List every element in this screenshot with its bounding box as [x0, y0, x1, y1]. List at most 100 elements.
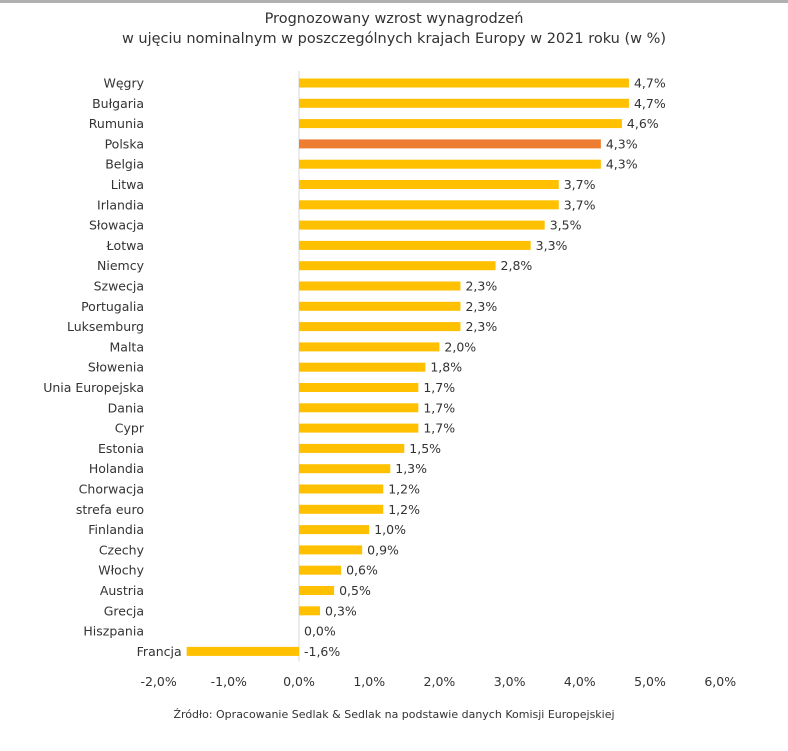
bar-16 — [299, 403, 419, 413]
category-label: Finlandia — [88, 522, 144, 537]
value-label: 4,7% — [634, 96, 666, 111]
category-label: Litwa — [111, 177, 144, 192]
bar-4 — [299, 159, 601, 169]
category-label: Holandia — [89, 461, 144, 476]
x-tick-label: 5,0% — [634, 674, 666, 689]
bar-15 — [299, 383, 419, 392]
x-tick-label: 4,0% — [564, 674, 596, 689]
category-label: Luksemburg — [67, 319, 144, 334]
value-label: 2,3% — [465, 279, 497, 294]
value-label: 1,3% — [395, 461, 427, 476]
x-tick-label: 2,0% — [424, 674, 456, 689]
x-tick-label: 1,0% — [353, 674, 385, 689]
bar-12 — [299, 322, 461, 332]
chart-title: Prognozowany wzrost wynagrodzeń — [264, 11, 524, 27]
value-label: 1,5% — [409, 441, 441, 456]
category-label: Unia Europejska — [43, 380, 144, 395]
category-label: Francja — [137, 644, 182, 659]
value-label: 2,3% — [465, 319, 497, 334]
value-label: 1,7% — [423, 380, 455, 395]
value-label: 4,3% — [606, 136, 638, 151]
value-label: 1,0% — [374, 522, 406, 537]
bar-26 — [299, 606, 321, 616]
value-label: 4,7% — [634, 76, 666, 91]
source-note: Źródło: Opracowanie Sedlak & Sedlak na p… — [173, 708, 615, 721]
value-label: 1,8% — [430, 360, 462, 375]
bar-17 — [299, 423, 419, 433]
value-label: 1,2% — [388, 482, 420, 497]
category-label: Malta — [110, 339, 144, 354]
category-label: Irlandia — [97, 197, 144, 212]
value-label: 2,3% — [465, 299, 497, 314]
bar-25 — [299, 586, 335, 595]
value-label: 4,6% — [627, 116, 659, 131]
category-label: Estonia — [98, 441, 144, 456]
bar-23 — [299, 545, 363, 555]
bar-19 — [299, 464, 391, 474]
bar-3 — [299, 139, 601, 149]
chart-subtitle: w ujęciu nominalnym w poszczególnych kra… — [121, 31, 667, 47]
category-label: Hiszpania — [83, 624, 144, 639]
category-label: Słowenia — [88, 360, 144, 375]
bar-1 — [299, 98, 629, 108]
bar-8 — [299, 240, 531, 250]
bar-22 — [299, 525, 370, 535]
bar-10 — [299, 281, 461, 291]
bar-0 — [299, 78, 629, 88]
value-label: 0,0% — [304, 624, 336, 639]
x-tick-label: 6,0% — [704, 674, 736, 689]
x-tick-label: 0,0% — [283, 674, 315, 689]
category-label: Węgry — [103, 76, 144, 91]
value-label: 0,3% — [325, 603, 357, 618]
bar-11 — [299, 301, 461, 311]
category-label: Włochy — [98, 563, 144, 578]
category-label: Łotwa — [106, 238, 144, 253]
value-label: 3,7% — [564, 177, 596, 192]
category-label: Portugalia — [81, 299, 144, 314]
bar-18 — [299, 443, 405, 453]
category-label: Belgia — [105, 157, 144, 172]
bar-2 — [299, 119, 622, 129]
value-label: 2,8% — [501, 258, 533, 273]
bar-6 — [299, 200, 559, 210]
bar-5 — [299, 180, 559, 189]
value-label: 0,9% — [367, 542, 399, 557]
category-label: strefa euro — [76, 502, 144, 517]
value-label: 2,0% — [444, 339, 476, 354]
value-label: 0,5% — [339, 583, 371, 598]
bar-28 — [186, 646, 299, 656]
category-label: Chorwacja — [79, 482, 144, 497]
bar-20 — [299, 484, 384, 494]
bar-24 — [299, 565, 342, 575]
bar-13 — [299, 342, 440, 352]
top-border — [0, 0, 788, 3]
category-label: Słowacja — [89, 218, 144, 233]
category-label: Rumunia — [89, 116, 144, 131]
category-label: Austria — [100, 583, 144, 598]
category-label: Grecja — [104, 603, 144, 618]
category-label: Dania — [108, 400, 144, 415]
value-label: 1,7% — [423, 421, 455, 436]
bar-7 — [299, 220, 545, 230]
category-label: Szwecja — [94, 279, 144, 294]
category-label: Polska — [105, 136, 144, 151]
value-label: 3,3% — [536, 238, 568, 253]
x-tick-label: -2,0% — [140, 674, 176, 689]
category-label: Czechy — [99, 542, 145, 557]
value-label: 3,7% — [564, 197, 596, 212]
value-label: 1,7% — [423, 400, 455, 415]
value-label: 3,5% — [550, 218, 582, 233]
bar-9 — [299, 261, 496, 271]
bar-14 — [299, 362, 426, 372]
x-tick-label: -1,0% — [211, 674, 247, 689]
x-tick-label: 3,0% — [494, 674, 526, 689]
value-label: 1,2% — [388, 502, 420, 517]
category-label: Cypr — [115, 421, 145, 436]
bar-21 — [299, 504, 384, 514]
value-label: 4,3% — [606, 157, 638, 172]
value-label: 0,6% — [346, 563, 378, 578]
category-label: Bułgaria — [92, 96, 144, 111]
value-label: -1,6% — [304, 644, 340, 659]
category-label: Niemcy — [97, 258, 145, 273]
